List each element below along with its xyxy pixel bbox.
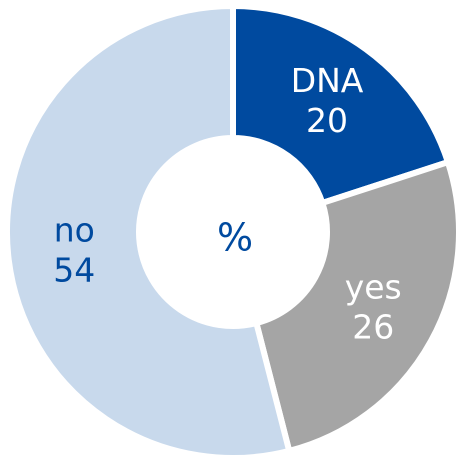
- slice-name: DNA: [291, 61, 364, 100]
- slice-name: no: [54, 211, 95, 250]
- slice-value: 26: [352, 308, 394, 347]
- slice-value: 54: [53, 251, 95, 290]
- donut-slice: [252, 158, 459, 455]
- slice-value: 20: [306, 101, 348, 140]
- slice-name: yes: [345, 268, 402, 307]
- donut-slice: [4, 2, 293, 459]
- center-label: %: [217, 216, 253, 260]
- donut-slice: [230, 2, 452, 207]
